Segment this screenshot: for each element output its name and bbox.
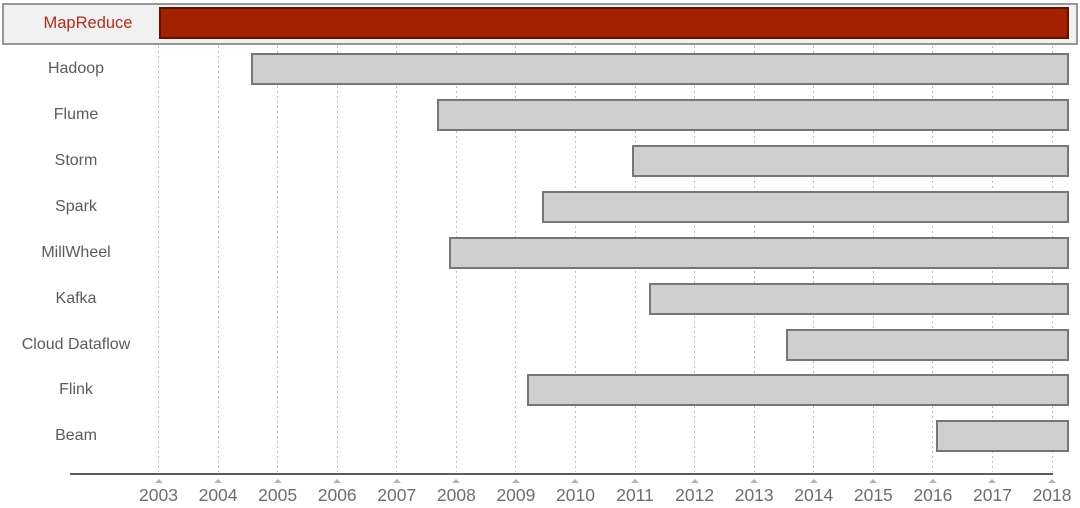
axis-tick-marker [511,479,520,483]
axis-tick-marker [928,479,937,483]
axis-tick-label: 2006 [317,485,357,505]
timeline-bar [786,328,1069,361]
axis-tick-label: 2010 [556,485,595,505]
axis-tick-marker [988,479,997,483]
axis-tick-marker [690,479,699,483]
gridline [217,46,219,472]
axis-tick-label: 2008 [436,485,476,505]
row-label: Spark [55,197,97,215]
axis-tick-label: 2013 [734,485,774,505]
axis-tick-marker [809,479,818,483]
axis-tick-label: 2017 [973,485,1012,505]
axis-tick-label: 2014 [794,485,834,505]
timeline-bar [541,190,1069,223]
gridline [277,46,279,472]
timeline-bar [449,236,1069,269]
row-label: MillWheel [41,243,111,261]
axis-tick-label: 2005 [258,485,298,505]
gridline [396,46,398,472]
row-label: Beam [55,427,97,445]
axis-tick-marker [750,479,759,483]
axis-tick-marker [392,479,401,483]
gridline [158,46,159,472]
axis-tick-marker [571,479,580,483]
axis-tick-label: 2018 [1032,485,1072,505]
row-label: Hadoop [47,59,105,77]
axis-tick-marker [214,479,223,483]
axis-tick-marker [1048,479,1057,483]
row-label: Storm [54,151,98,169]
axis-tick-label: 2016 [913,485,953,505]
axis-tick-label: 2011 [616,485,654,505]
timeline-bar [649,282,1069,315]
axis-tick-marker [154,479,163,483]
x-axis-line [70,473,1053,475]
axis-tick-label: 2015 [853,485,893,505]
timeline-bar [158,7,1069,39]
axis-tick-marker [333,479,342,483]
axis-tick-label: 2003 [139,485,178,505]
axis-tick-marker [273,479,282,483]
axis-tick-marker [869,479,878,483]
timeline-bar [250,52,1069,85]
row-label: MapReduce [43,14,133,32]
axis-tick-label: 2004 [198,485,238,505]
gridline [336,46,338,472]
axis-tick-label: 2012 [675,485,715,505]
timeline-bar [632,144,1069,177]
timeline-bar [935,420,1069,453]
axis-tick-marker [631,479,640,483]
timeline-bar [526,374,1069,407]
timeline-bar [436,98,1069,131]
axis-tick-marker [452,479,461,483]
row-label: Flink [59,381,93,399]
row-label: Cloud Dataflow [21,335,131,353]
row-label: Kafka [55,289,97,307]
axis-tick-label: 2009 [496,485,536,505]
row-label: Flume [53,105,99,123]
axis-tick-label: 2007 [377,485,417,505]
